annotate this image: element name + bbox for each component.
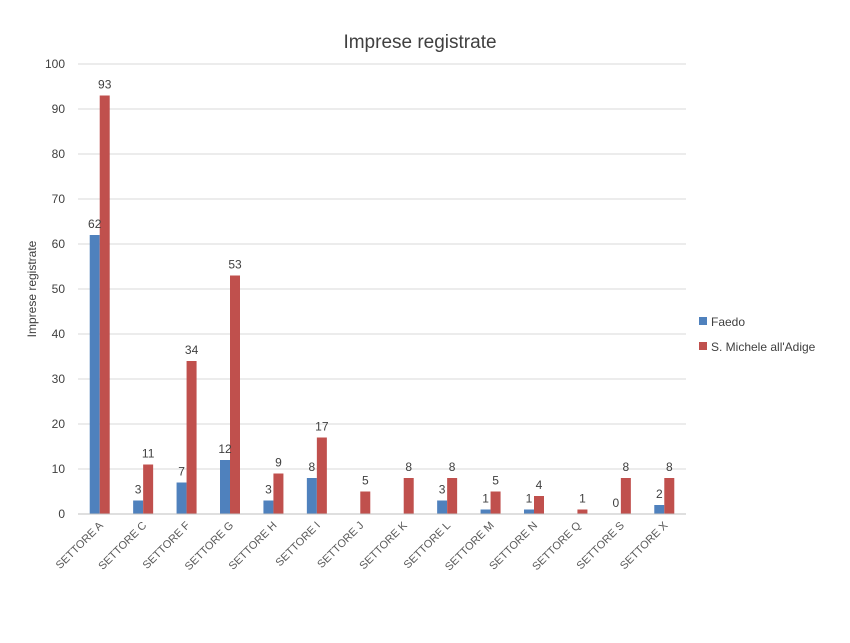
bar-faedo — [263, 500, 274, 514]
y-tick-label: 0 — [58, 507, 65, 521]
bar-faedo — [220, 460, 230, 514]
bar-san-michele — [99, 95, 110, 514]
legend-swatch — [699, 342, 707, 350]
bar-faedo — [524, 509, 534, 514]
y-tick-label: 20 — [52, 417, 66, 431]
bar-san-michele — [577, 509, 588, 514]
data-label: 1 — [526, 492, 533, 506]
bar-san-michele — [186, 361, 197, 514]
data-label: 8 — [666, 460, 673, 474]
legend-label: Faedo — [711, 315, 745, 329]
y-tick-label: 10 — [52, 462, 66, 476]
legend: Faedo S. Michele all'Adige — [699, 315, 816, 354]
data-label: 5 — [362, 474, 369, 488]
bar-san-michele — [403, 478, 414, 514]
bar-san-michele — [534, 496, 544, 514]
data-label: 5 — [492, 474, 499, 488]
bar-faedo — [89, 235, 100, 514]
bar-san-michele — [447, 478, 458, 514]
bar-faedo — [480, 509, 491, 514]
data-label: 1 — [482, 492, 489, 506]
data-label: 53 — [228, 258, 242, 272]
data-label: 8 — [309, 460, 316, 474]
legend-swatch — [699, 317, 707, 325]
data-label: 7 — [178, 465, 185, 479]
y-tick-label: 90 — [52, 102, 66, 116]
chart-title: Imprese registrate — [343, 32, 496, 53]
y-axis-ticks: 0 10 20 30 40 50 60 70 80 90 100 — [45, 57, 65, 521]
data-label: 8 — [405, 460, 412, 474]
y-tick-label: 70 — [52, 192, 66, 206]
gridlines — [78, 63, 686, 470]
bar-faedo — [654, 505, 665, 514]
y-tick-label: 80 — [52, 147, 66, 161]
bar-faedo — [176, 482, 187, 514]
data-label: 17 — [315, 420, 329, 434]
bar-san-michele — [490, 491, 501, 514]
data-label: 12 — [218, 442, 232, 456]
data-label: 34 — [185, 343, 199, 357]
data-label: 62 — [88, 217, 102, 231]
data-label: 8 — [449, 460, 456, 474]
y-tick-label: 100 — [45, 57, 65, 71]
data-label: 3 — [135, 483, 142, 497]
bar-san-michele — [664, 478, 675, 514]
data-label: 8 — [623, 460, 630, 474]
y-tick-label: 40 — [52, 327, 66, 341]
y-axis-title: Imprese registrate — [25, 240, 39, 337]
legend-label: S. Michele all'Adige — [711, 340, 816, 354]
bar-san-michele — [230, 275, 240, 514]
data-label: 3 — [439, 483, 446, 497]
bar-faedo — [306, 478, 317, 514]
bar-san-michele — [143, 464, 154, 514]
bar-san-michele — [360, 491, 371, 514]
bars — [89, 95, 675, 514]
bar-faedo — [437, 500, 448, 514]
data-label: 3 — [265, 483, 272, 497]
data-label: 11 — [142, 447, 155, 461]
data-label: 2 — [656, 487, 663, 501]
data-label: 93 — [98, 78, 112, 92]
data-label: 0 — [613, 496, 620, 510]
y-tick-label: 50 — [52, 282, 66, 296]
data-label: 4 — [536, 478, 543, 492]
y-tick-label: 60 — [52, 237, 66, 251]
data-label: 1 — [579, 492, 586, 506]
data-label: 9 — [275, 456, 282, 470]
bar-san-michele — [316, 437, 327, 514]
bar-san-michele — [273, 473, 284, 514]
bar-faedo — [133, 500, 144, 514]
y-tick-label: 30 — [52, 372, 66, 386]
bar-san-michele — [620, 478, 631, 514]
